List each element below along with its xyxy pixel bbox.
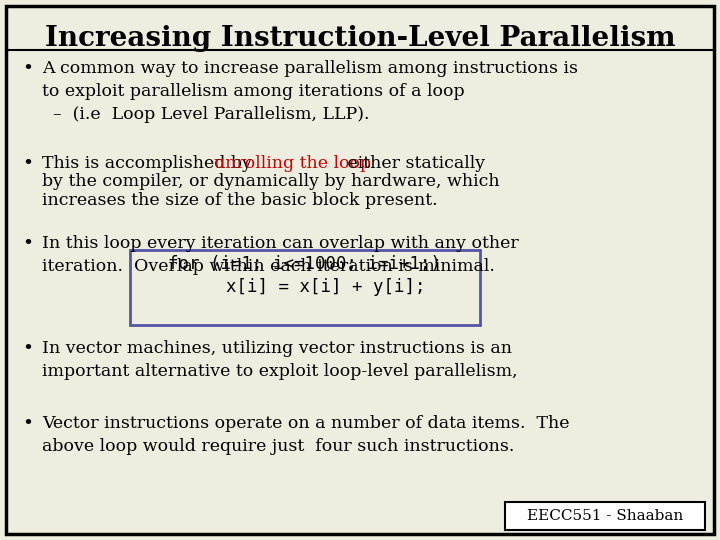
Text: A common way to increase parallelism among instructions is
to exploit parallelis: A common way to increase parallelism amo… (42, 60, 578, 123)
Text: •: • (22, 235, 33, 253)
Bar (505, 502, 705, 530)
Text: for (i=1; i<=1000; i=i+1;): for (i=1; i<=1000; i=i+1;) (168, 255, 441, 273)
Text: Vector instructions operate on a number of data items.  The
above loop would req: Vector instructions operate on a number … (42, 415, 570, 455)
Text: x[i] = x[i] + y[i];: x[i] = x[i] + y[i]; (184, 278, 426, 296)
Text: unrolling the loop: unrolling the loop (214, 155, 371, 172)
Text: •: • (22, 415, 33, 433)
Text: This is accomplished by: This is accomplished by (42, 155, 257, 172)
Text: increases the size of the basic block present.: increases the size of the basic block pr… (42, 192, 438, 209)
Text: •: • (22, 340, 33, 358)
Bar (130, 250, 480, 325)
Text: by the compiler, or dynamically by hardware, which: by the compiler, or dynamically by hardw… (42, 173, 500, 191)
Text: •: • (22, 155, 33, 173)
Text: either statically: either statically (342, 155, 485, 172)
Text: In this loop every iteration can overlap with any other
iteration.  Overlap with: In this loop every iteration can overlap… (42, 235, 518, 275)
Text: •: • (22, 60, 33, 78)
Text: Increasing Instruction-Level Parallelism: Increasing Instruction-Level Parallelism (45, 25, 675, 52)
Text: In vector machines, utilizing vector instructions is an
important alternative to: In vector machines, utilizing vector ins… (42, 340, 518, 380)
Text: EECC551 - Shaaban: EECC551 - Shaaban (527, 509, 683, 523)
